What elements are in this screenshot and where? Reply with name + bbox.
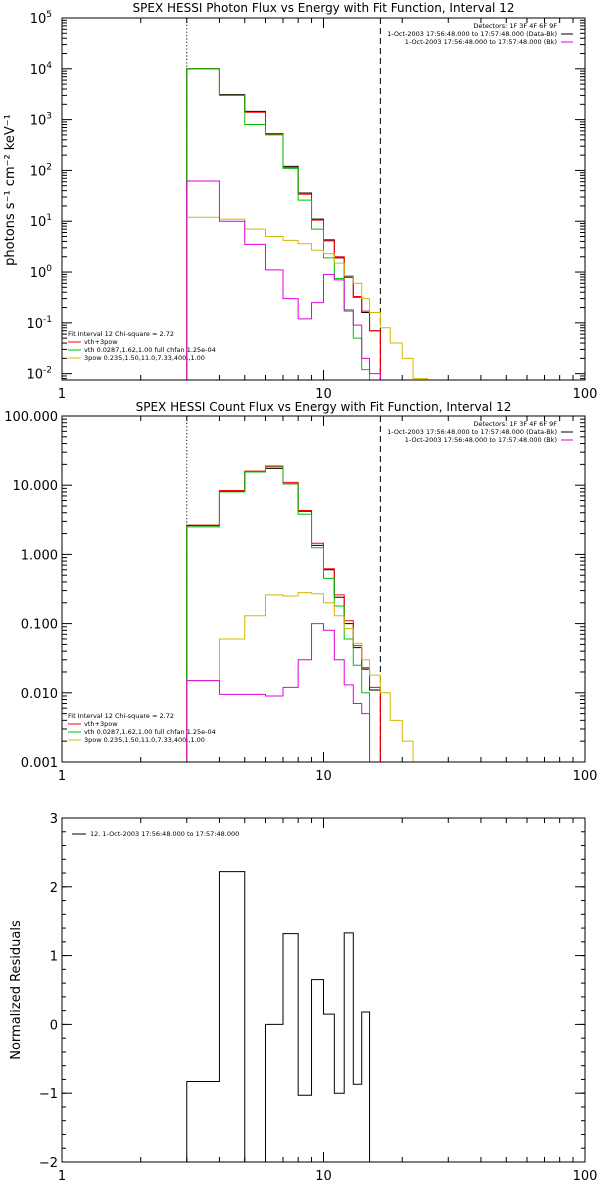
series-0-histogram [186, 467, 381, 762]
info-line: Detectors: 1F 3F 4F 6F 9F [473, 22, 557, 30]
fit-text-line: vth+3pow [84, 338, 118, 346]
series-0-histogram [186, 68, 381, 380]
info-line: 1-Oct-2003 17:56:48.000 to 17:57:48.000 … [387, 428, 557, 436]
plot-frame [61, 17, 586, 381]
y-tick-label: 1 [50, 950, 58, 965]
y-tick-label: 10-2 [26, 366, 52, 383]
series-group [186, 68, 429, 380]
info-line: 1-Oct-2003 17:56:48.000 to 17:57:48.000 … [387, 30, 557, 38]
fit-text-line: vth 0.0287,1.62,1.00 full chfan 1.25e-04 [84, 346, 216, 354]
x-tick-label: 1 [58, 1169, 66, 1184]
y-tick-base: 10 [30, 63, 47, 78]
y-tick-label: 10-1 [26, 315, 52, 332]
info-line: Detectors: 1F 3F 4F 6F 9F [473, 420, 557, 428]
chart-title: SPEX HESSI Count Flux vs Energy with Fit… [136, 400, 512, 414]
x-tick-label: 100 [573, 769, 598, 784]
y-tick-exponent: 2 [46, 162, 52, 172]
y-tick-exponent: 4 [46, 61, 52, 71]
series-0-histogram [186, 871, 371, 1162]
x-tick-label: 10 [315, 1169, 332, 1184]
y-axis-label: Normalized Residuals [9, 920, 24, 1060]
x-tick-label: 1 [58, 387, 66, 402]
photon-flux-panel: SPEX HESSI Photon Flux vs Energy with Fi… [3, 1, 597, 402]
info-line: 1-Oct-2003 17:56:48.000 to 17:57:48.000 … [405, 38, 557, 46]
series-4-histogram [186, 623, 381, 762]
x-tick-label: 100 [573, 387, 598, 402]
fit-text-line: vth 0.0287,1.62,1.00 full chfan 1.25e-04 [84, 728, 216, 736]
y-tick-base: 10 [30, 215, 47, 230]
y-tick-label: 102 [30, 162, 52, 179]
info-line: 1-Oct-2003 17:56:48.000 to 17:57:48.000 … [405, 436, 557, 444]
plot-frame [61, 415, 586, 763]
series-1-histogram [186, 68, 381, 380]
y-tick-base: 10 [30, 114, 47, 129]
y-tick-label: 0.001 [21, 756, 58, 771]
x-tick-label: 1 [58, 769, 66, 784]
x-tick-label: 100 [573, 1169, 598, 1184]
residual-legend: 12. 1-Oct-2003 17:56:48.000 to 17:57:48.… [90, 830, 239, 838]
series-group [186, 871, 371, 1162]
series-1-histogram [186, 466, 381, 762]
fit-text-line: Fit Interval 12 Chi-square = 2.72 [68, 712, 174, 720]
series-2-histogram [186, 68, 371, 380]
y-tick-label: 10.000 [13, 479, 59, 494]
series-4-histogram [186, 180, 381, 380]
y-tick-label: 3 [50, 812, 58, 827]
y-tick-base: 10 [30, 12, 47, 27]
series-3-histogram [186, 216, 429, 380]
y-tick-exponent: 5 [46, 10, 52, 20]
series-3-histogram [186, 592, 428, 762]
y-tick-base: 10 [30, 266, 47, 281]
y-tick-label: 1.000 [21, 548, 58, 563]
y-tick-base: 10 [26, 317, 43, 332]
y-tick-label: 104 [30, 61, 53, 78]
y-tick-exponent: 1 [46, 213, 52, 223]
series-group [186, 465, 428, 762]
y-tick-exponent: 0 [46, 264, 52, 274]
y-tick-label: 2 [50, 881, 58, 896]
x-tick-label: 10 [315, 769, 332, 784]
y-tick-label: 0.100 [21, 618, 58, 633]
series-2-histogram [186, 465, 381, 762]
y-tick-label: −2 [39, 1156, 58, 1171]
y-tick-base: 10 [26, 368, 43, 383]
y-axis-label: photons s⁻¹ cm⁻² keV⁻¹ [3, 114, 18, 266]
y-tick-exponent: -1 [43, 315, 52, 325]
residuals-panel: Normalized Residuals 1 10 100 −2 −1 0 1 2 3 12. 1-… [9, 812, 597, 1184]
y-tick-exponent: -2 [43, 366, 52, 376]
y-tick-label: −1 [39, 1087, 58, 1102]
y-tick-label: 103 [30, 112, 52, 129]
fit-text-line: 3pow 0.235,1.50,11.0,7.33,400.,1.00 [84, 354, 205, 362]
y-tick-exponent: 3 [46, 112, 52, 122]
fit-text-line: 3pow 0.235,1.50,11.0,7.33,400.,1.00 [84, 736, 205, 744]
y-tick-label: 0 [50, 1018, 58, 1033]
y-tick-label: 105 [30, 10, 52, 27]
fit-text-line: vth+3pow [84, 720, 118, 728]
y-tick-label: 0.010 [21, 687, 58, 702]
chart-title: SPEX HESSI Photon Flux vs Energy with Fi… [133, 1, 515, 15]
count-flux-panel: SPEX HESSI Count Flux vs Energy with Fit… [4, 400, 597, 784]
x-tick-label: 10 [315, 387, 332, 402]
plot-frame [61, 817, 586, 1163]
y-tick-label: 101 [30, 213, 52, 230]
y-tick-label: 100.000 [4, 410, 58, 425]
fit-text-line: Fit Interval 12 Chi-square = 2.72 [68, 330, 174, 338]
y-tick-base: 10 [30, 164, 47, 179]
y-tick-label: 100 [30, 264, 53, 281]
